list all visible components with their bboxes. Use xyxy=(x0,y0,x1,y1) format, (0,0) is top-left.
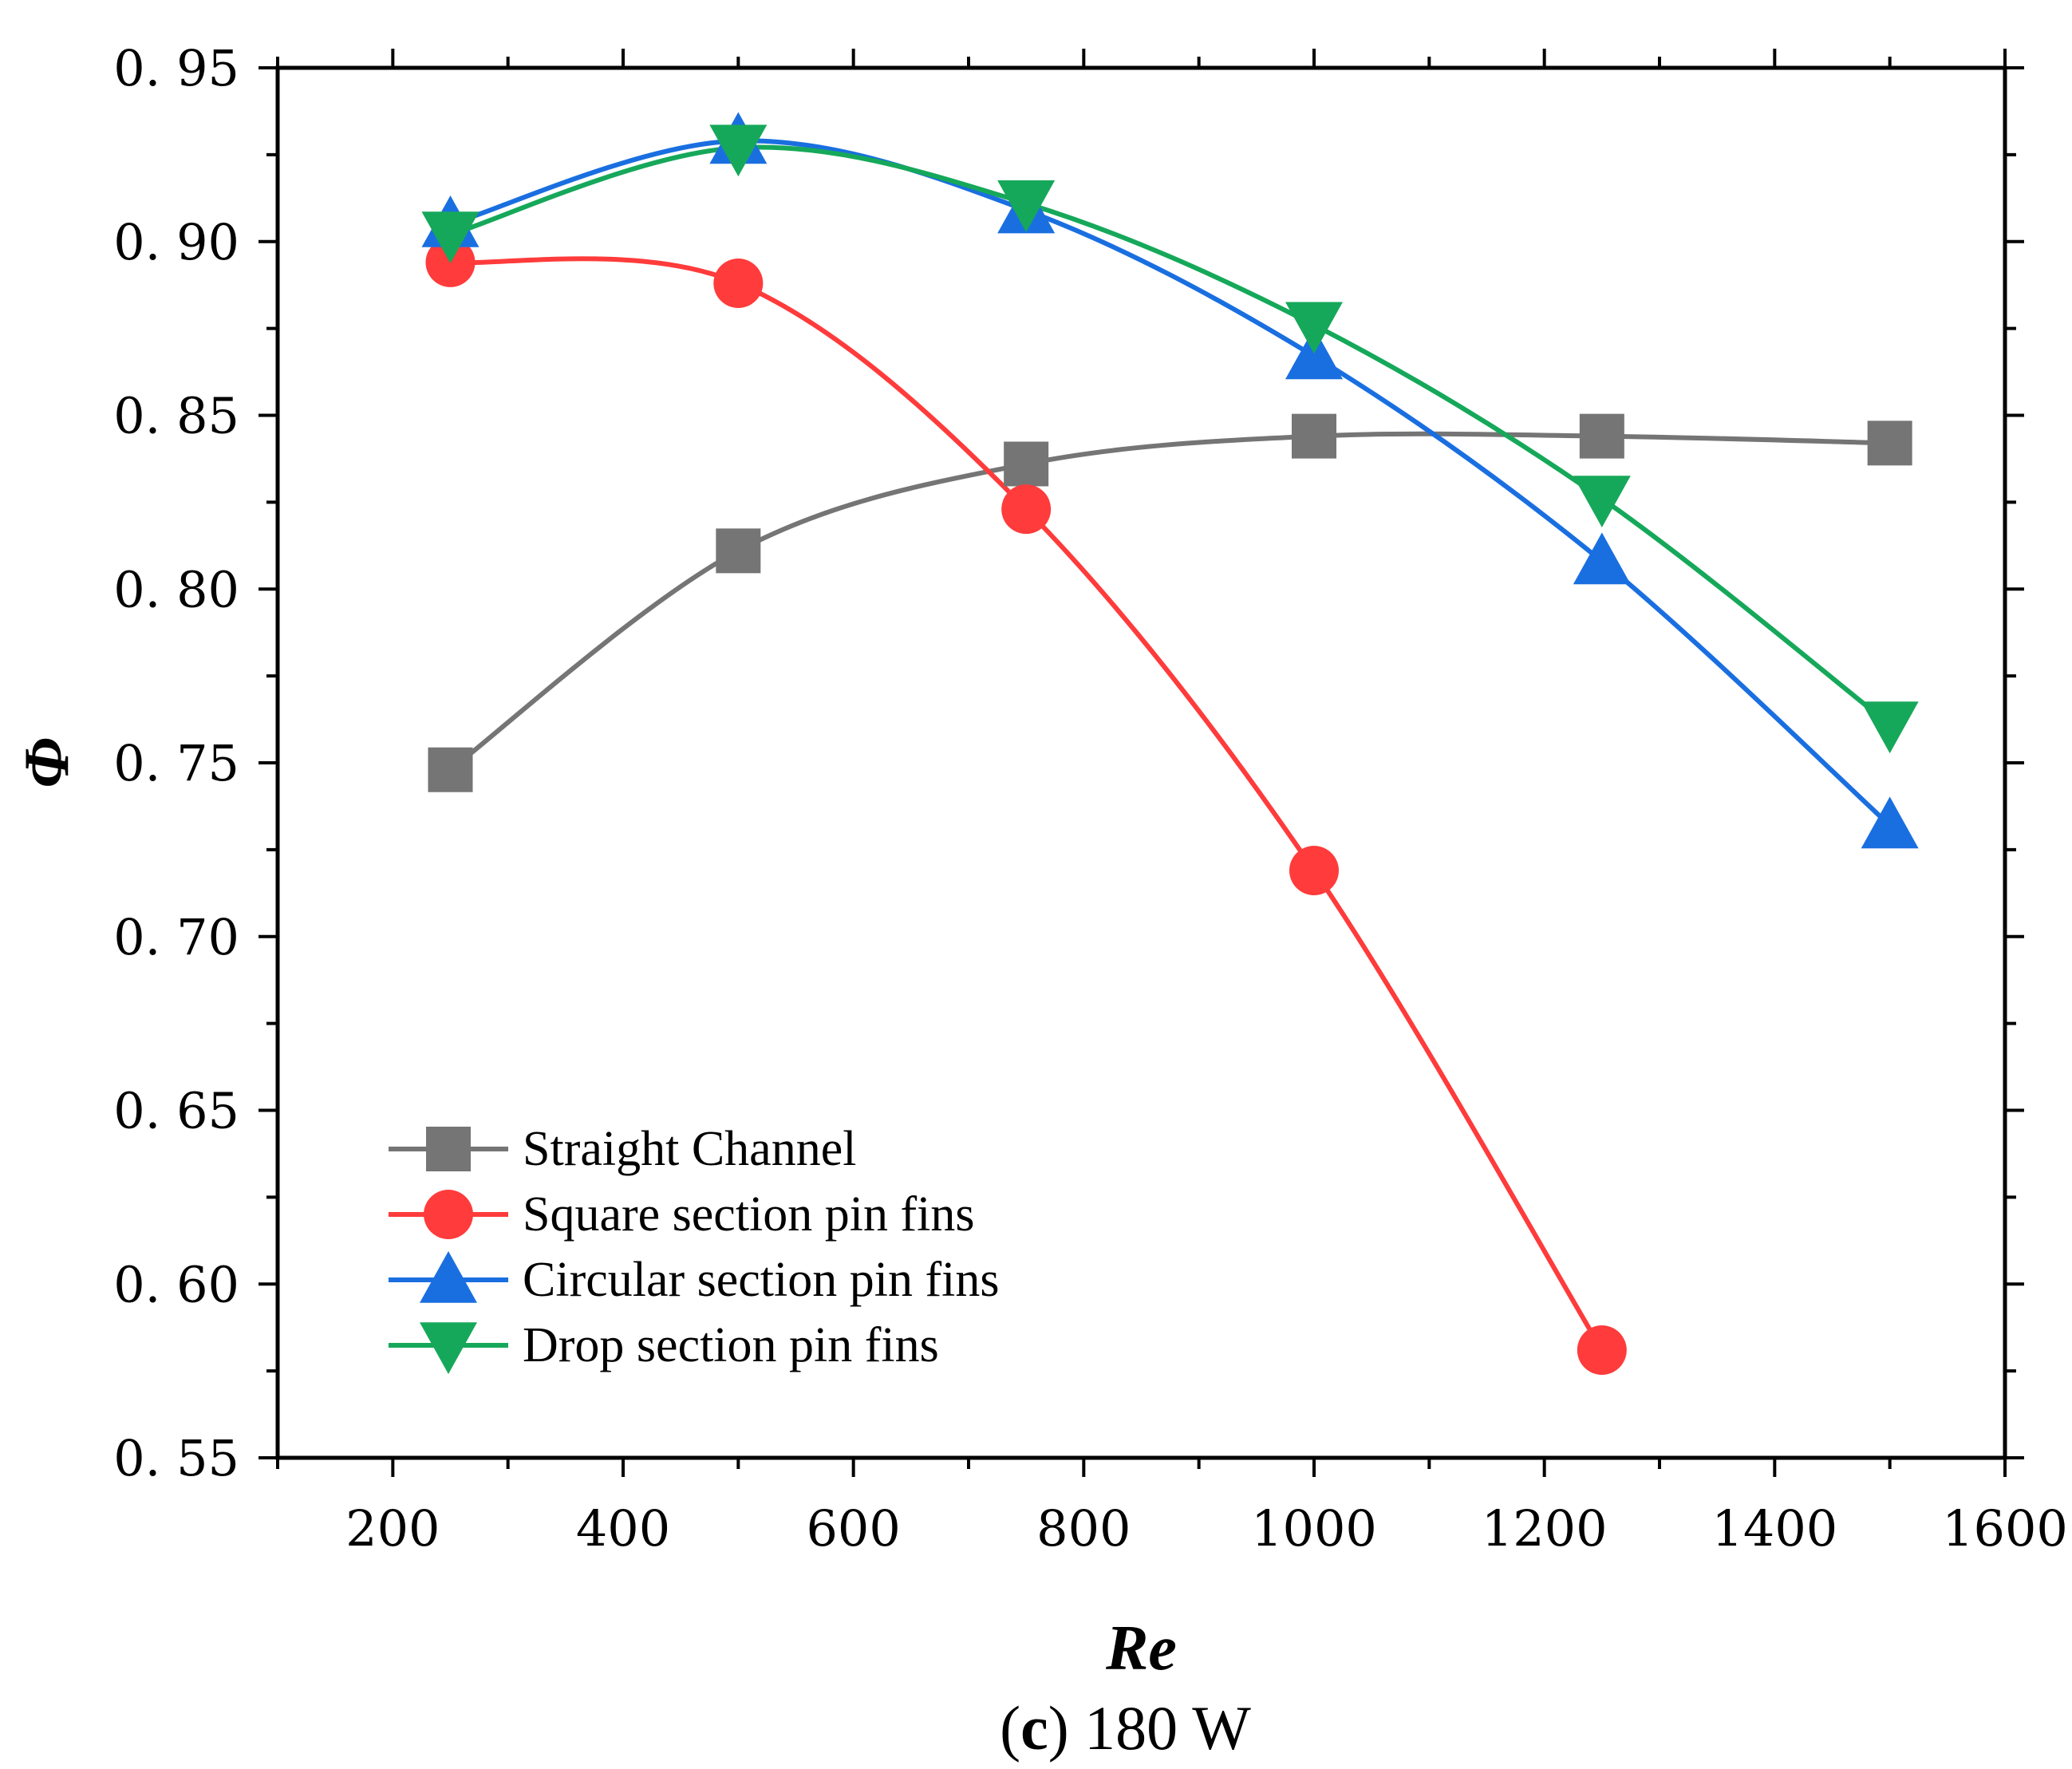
data-point-series-1 xyxy=(1577,1325,1627,1375)
data-point-series-0 xyxy=(428,747,473,792)
data-point-series-3 xyxy=(709,124,768,177)
legend-label: Square section pin fins xyxy=(523,1187,975,1242)
y-tick-label: 0. 60 xyxy=(113,1255,239,1313)
data-point-series-0 xyxy=(1579,413,1624,459)
x-tick-label: 200 xyxy=(345,1499,440,1558)
data-point-series-3 xyxy=(1861,701,1919,754)
y-tick-label: 0. 90 xyxy=(113,213,239,271)
y-tick-label: 0. 80 xyxy=(113,560,239,618)
x-tick-label: 1200 xyxy=(1482,1499,1608,1558)
y-tick-label: 0. 75 xyxy=(113,734,239,792)
legend-marker xyxy=(424,1190,473,1239)
series-line-3 xyxy=(449,144,1892,727)
series-markers xyxy=(421,112,1919,1375)
x-tick-label: 400 xyxy=(576,1499,670,1558)
caption-text: ) 180 W xyxy=(1048,1693,1252,1763)
plot-frame xyxy=(275,65,2007,1460)
x-tick-label: 600 xyxy=(806,1499,900,1558)
legend-marker xyxy=(426,1127,471,1171)
caption-text: ( xyxy=(1000,1693,1020,1763)
series-line-2 xyxy=(449,138,1892,827)
data-point-series-1 xyxy=(1001,484,1052,535)
y-tick-label: 0. 70 xyxy=(113,908,239,966)
data-point-series-3 xyxy=(1573,476,1631,528)
legend-marker xyxy=(420,1322,477,1374)
data-point-series-3 xyxy=(997,180,1056,232)
series-line-0 xyxy=(448,431,1890,772)
x-tick-label: 1400 xyxy=(1711,1499,1837,1558)
data-point-series-1 xyxy=(713,259,764,309)
data-point-series-3 xyxy=(421,211,480,264)
caption-letter: c xyxy=(1020,1693,1048,1763)
y-tick-label: 0. 85 xyxy=(113,387,239,445)
x-axis-title: Re xyxy=(1105,1613,1177,1684)
data-point-series-3 xyxy=(1285,302,1343,354)
x-tick-label: 1600 xyxy=(1942,1499,2068,1558)
y-tick-label: 0. 95 xyxy=(113,39,239,97)
data-point-series-2 xyxy=(1573,532,1631,585)
y-axis-title: Φ xyxy=(12,737,82,788)
series-line-1 xyxy=(450,256,1604,1352)
x-axis-ticks: 200 400 600 800 1000 1200 1400 1600 xyxy=(276,49,2068,1558)
y-tick-label: 0. 65 xyxy=(113,1082,239,1140)
legend: Straight Channel Square section pin fins C… xyxy=(389,1122,999,1374)
x-tick-label: 800 xyxy=(1036,1499,1131,1558)
legend-label: Circular section pin fins xyxy=(523,1253,999,1307)
x-tick-label: 1000 xyxy=(1251,1499,1377,1558)
y-axis-ticks: 0. 55 0. 60 0. 65 0. 70 0. 75 0. 80 0. 85 0. 90… xyxy=(113,39,2024,1487)
data-point-series-0 xyxy=(1004,441,1049,487)
data-point-series-2 xyxy=(1861,796,1919,849)
data-point-series-0 xyxy=(716,528,761,574)
legend-marker xyxy=(420,1251,477,1303)
data-point-series-0 xyxy=(1867,421,1912,466)
data-point-series-1 xyxy=(1289,846,1339,896)
y-tick-label: 0. 55 xyxy=(113,1429,239,1487)
data-point-series-0 xyxy=(1292,413,1336,459)
figure-caption: (c) 180 W xyxy=(1000,1693,1251,1763)
legend-label: Drop section pin fins xyxy=(523,1318,939,1372)
legend-label: Straight Channel xyxy=(523,1122,856,1176)
series-curves xyxy=(448,138,1892,1352)
